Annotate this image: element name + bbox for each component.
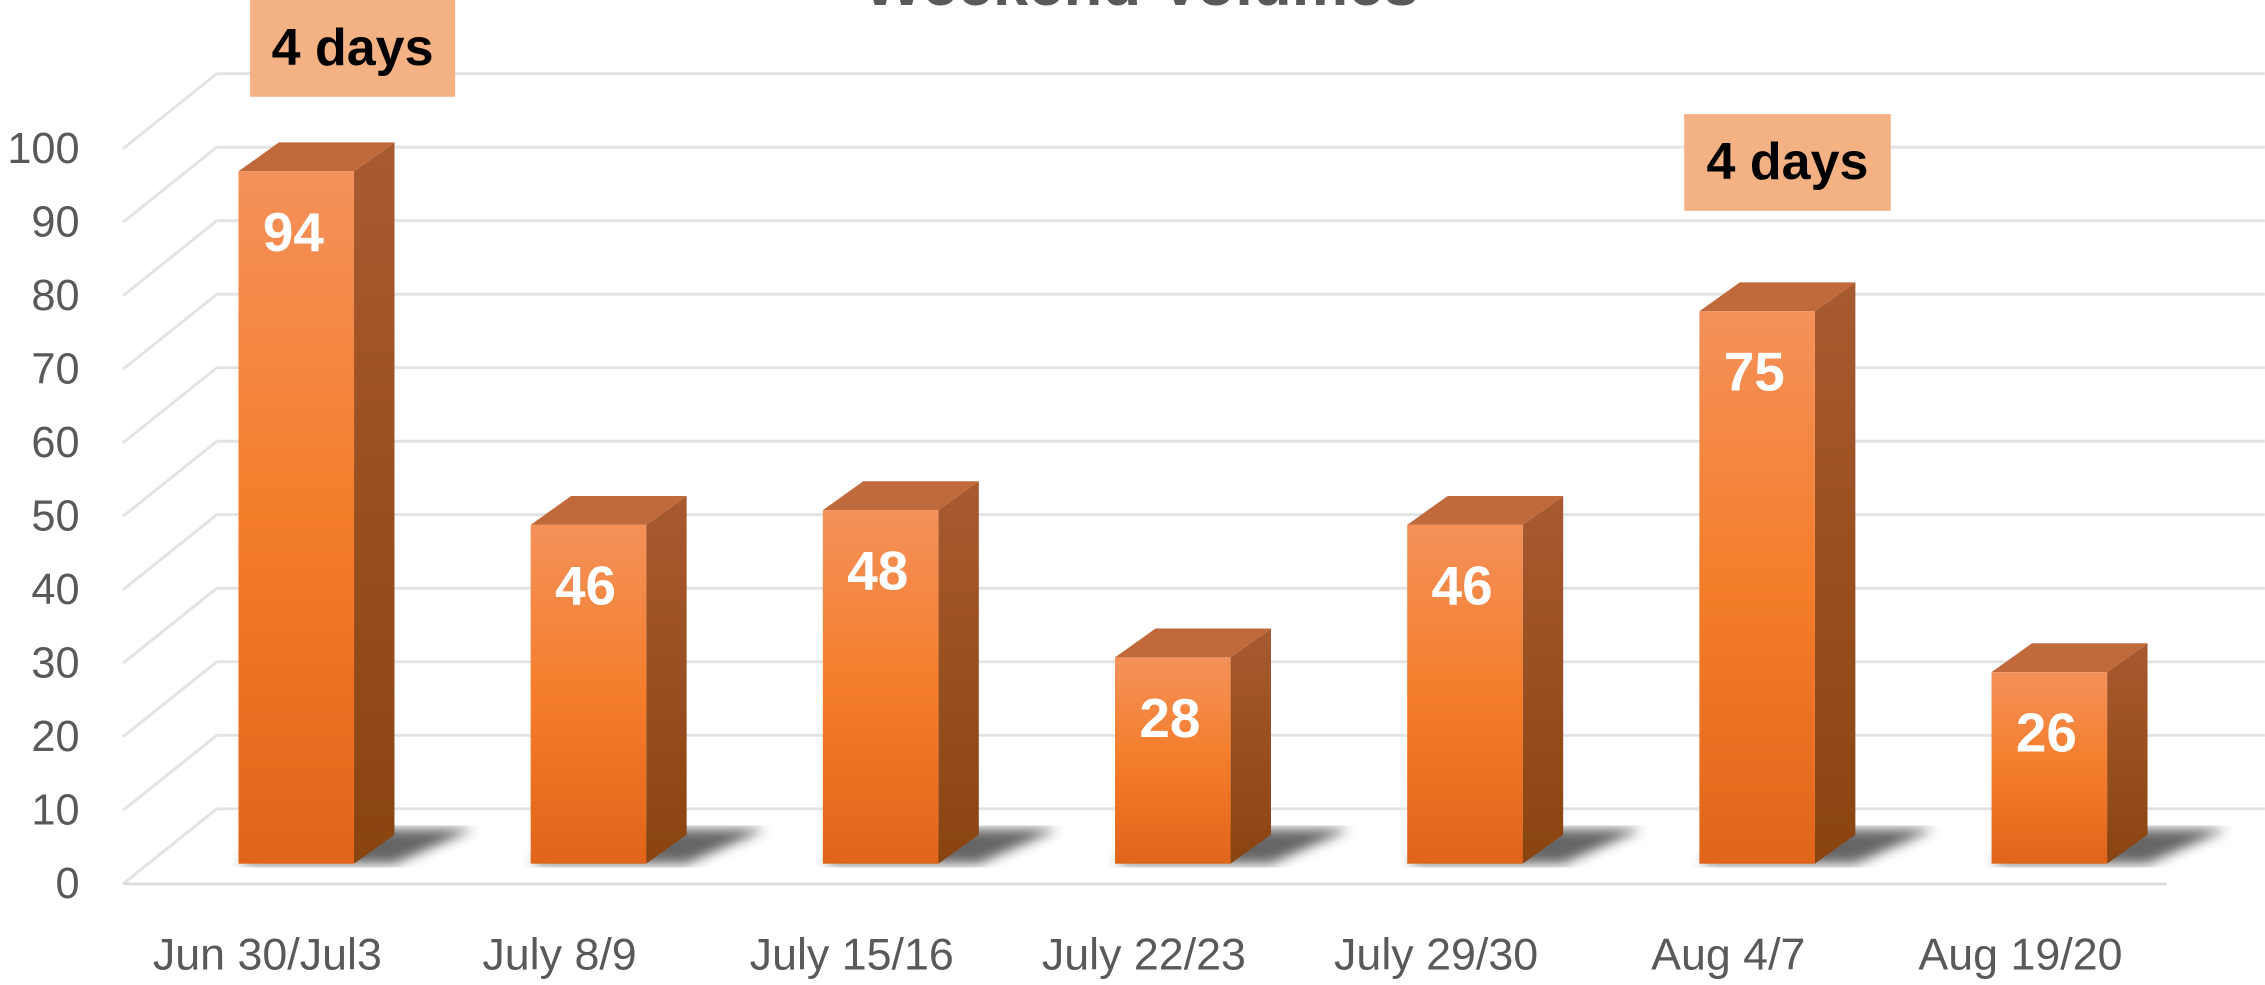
- y-tick-label: 10: [31, 787, 79, 835]
- annotation: 4 days: [1707, 133, 1869, 191]
- grid-line: [122, 513, 218, 591]
- x-tick-label: Aug 4/7: [1651, 929, 1805, 979]
- x-tick-label: July 8/9: [482, 929, 636, 979]
- value-label: 28: [1139, 687, 1200, 749]
- value-label: 26: [2016, 702, 2077, 764]
- grid-line: [122, 807, 218, 886]
- bar: [1407, 524, 1523, 864]
- bar: [1115, 657, 1231, 864]
- chart-title: Weekend Volumes: [863, 0, 1418, 19]
- y-tick-label: 90: [31, 199, 79, 247]
- bar: [1991, 672, 2108, 864]
- bar-side: [646, 495, 687, 864]
- x-tick-label: Jun 30/Jul3: [153, 929, 382, 979]
- bar: [1699, 311, 1815, 864]
- value-label: 48: [847, 540, 908, 602]
- value-label: 94: [263, 201, 325, 263]
- bar: [238, 171, 355, 864]
- value-label: 75: [1724, 341, 1785, 403]
- bar-side: [2107, 643, 2148, 864]
- y-tick-label: 80: [31, 272, 79, 320]
- x-tick-label: July 22/23: [1042, 929, 1246, 979]
- grid-line: [122, 72, 218, 150]
- grid-line: [122, 366, 218, 444]
- x-tick-label: July 15/16: [750, 929, 954, 979]
- bar-top: [1991, 643, 2148, 673]
- bar-side: [938, 481, 979, 864]
- y-tick-label: 20: [31, 713, 79, 761]
- grid-line: [122, 219, 218, 297]
- annotation-box: [250, 0, 456, 97]
- x-tick-label: July 29/30: [1334, 929, 1538, 979]
- grid-line: [122, 587, 218, 665]
- bar-side: [1522, 495, 1564, 864]
- y-tick-label: 0: [56, 860, 80, 908]
- bar-side: [1230, 628, 1272, 864]
- grid-line: [122, 440, 218, 518]
- bar-top: [1407, 495, 1564, 525]
- grid-line: [122, 734, 218, 812]
- bar-top: [1115, 628, 1272, 658]
- value-label: 46: [555, 554, 616, 616]
- bar: [530, 524, 647, 864]
- y-tick-label: 30: [31, 640, 79, 688]
- y-tick-label: 100: [7, 125, 79, 173]
- value-label: 46: [1432, 554, 1493, 616]
- grid-line: [122, 293, 218, 371]
- bar-side: [354, 142, 395, 864]
- bar-top: [238, 142, 395, 172]
- annotation: 4 days: [272, 19, 434, 77]
- grid-line: [122, 146, 218, 224]
- bar-top: [822, 481, 979, 511]
- x-tick-label: Aug 19/20: [1918, 929, 2122, 979]
- bar-side: [1814, 282, 1856, 864]
- y-tick-label: 40: [31, 566, 79, 614]
- bar-top: [1699, 282, 1856, 312]
- y-tick-label: 50: [31, 493, 79, 541]
- bar-top: [530, 495, 687, 525]
- y-tick-label: 60: [31, 419, 79, 467]
- y-tick-label: 70: [31, 346, 79, 394]
- bar: [822, 510, 939, 864]
- annotation-box: [1684, 114, 1891, 211]
- grid-line: [122, 660, 218, 739]
